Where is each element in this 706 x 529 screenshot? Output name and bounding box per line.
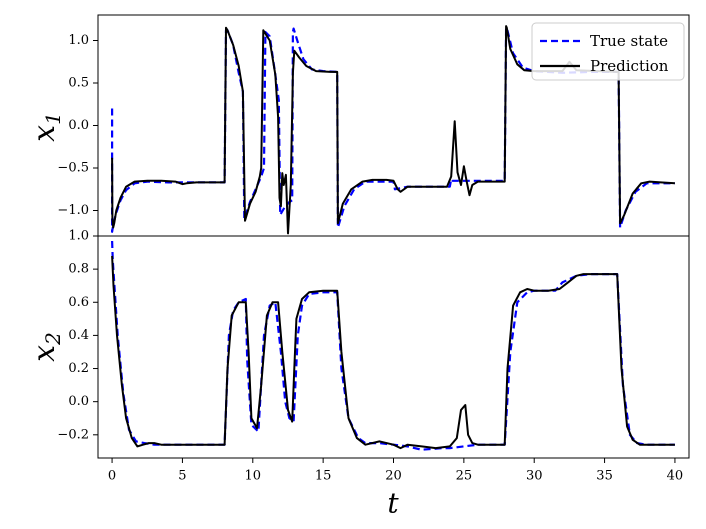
y-tick-label: 0.0 (68, 394, 89, 409)
x-tick-label: 30 (526, 469, 543, 484)
true-state-line (111, 240, 675, 451)
y-tick-label: 0.0 (68, 118, 89, 133)
legend-prediction-label: Prediction (590, 57, 669, 75)
bottom-panel: 1.0 0.8 0.6 0.4 0.2 0.0 −0.2 x2 (27, 229, 690, 459)
prediction-line (111, 25, 675, 235)
y-tick-label: 1.0 (68, 229, 89, 244)
y-tick-label: 1.0 (68, 33, 89, 48)
y-tick-label: −0.5 (57, 161, 89, 176)
x-tick-label: 10 (245, 469, 262, 484)
x-tick-label: 35 (596, 469, 613, 484)
y-tick-label: 0.6 (68, 295, 89, 310)
top-panel: 1.0 0.5 0.0 −0.5 −1.0 x1 True state Predicti… (27, 14, 690, 237)
x-tick-label: 20 (385, 469, 402, 484)
y-tick-label: −1.0 (57, 203, 89, 218)
legend: True state Prediction (531, 22, 685, 81)
x-tick-label: 5 (178, 469, 186, 484)
top-y-axis-label: x1 (27, 112, 65, 142)
x-tick-label: 40 (667, 469, 684, 484)
x-tick-label: 15 (315, 469, 332, 484)
y-tick-label: −0.2 (57, 427, 89, 442)
bottom-y-axis-label: x2 (27, 332, 65, 362)
bottom-plot-frame (97, 235, 690, 459)
prediction-line (111, 255, 675, 450)
true-state-line (111, 26, 675, 233)
x-tick-label: 0 (108, 469, 116, 484)
x-tick-label: 25 (456, 469, 473, 484)
y-tick-label: 0.5 (68, 76, 89, 91)
y-tick-label: 0.8 (68, 262, 89, 277)
y-tick-label: 0.4 (68, 328, 89, 343)
y-tick-label: 0.2 (68, 361, 89, 376)
x-axis-label: t (387, 487, 399, 520)
legend-true-state-label: True state (590, 32, 668, 50)
x-axis: 0 5 10 15 20 25 30 35 40 (108, 458, 683, 484)
